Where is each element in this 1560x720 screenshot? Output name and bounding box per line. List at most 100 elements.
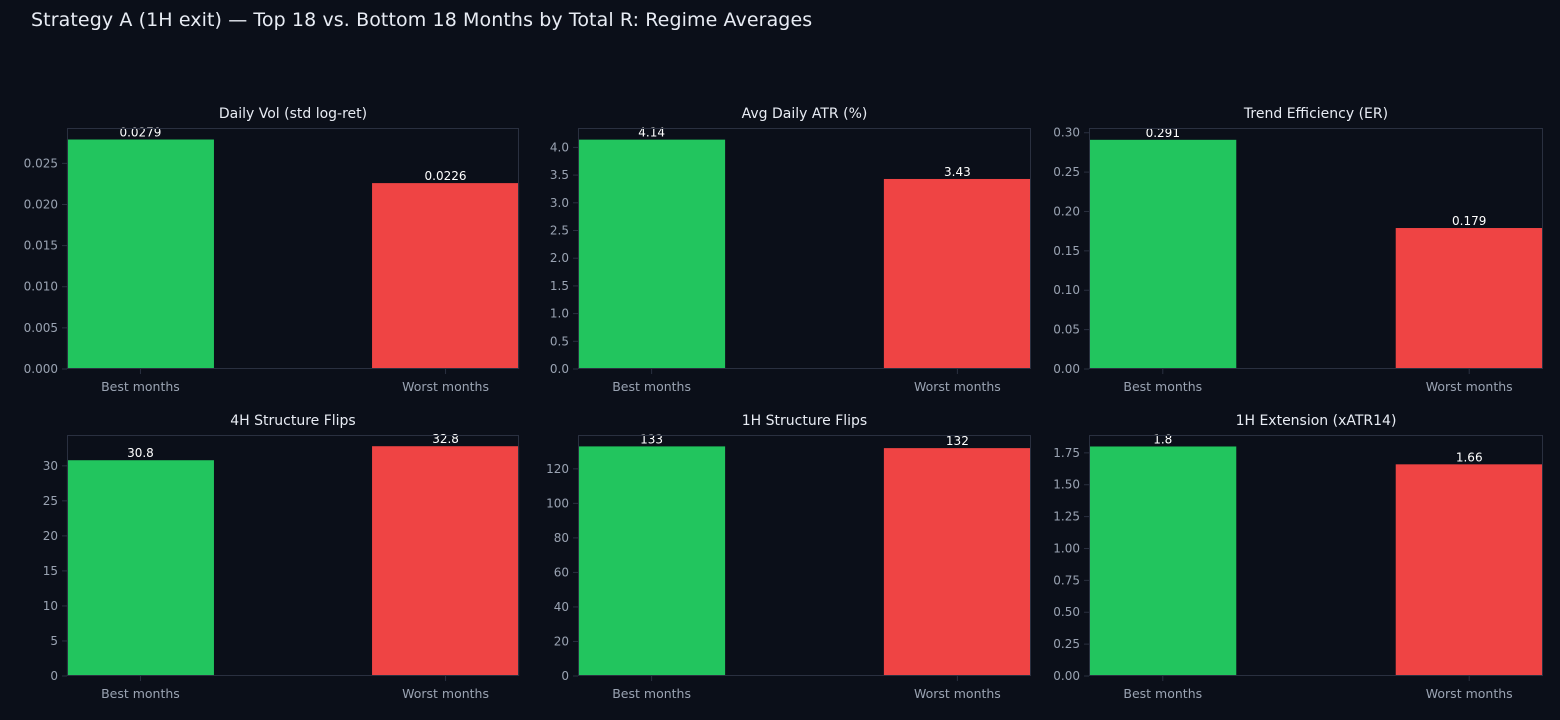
chart-2-ytick-label: 0.0	[550, 362, 569, 376]
chart-5-ytick-label: 80	[554, 531, 569, 545]
chart-5-bar-worst-months	[883, 448, 1031, 676]
chart-4-ytick-label: 20	[43, 529, 58, 543]
chart-5-ytick-label: 120	[546, 462, 569, 476]
chart-6-ytick-label: 0.25	[1053, 637, 1080, 651]
chart-2-ytick-label: 2.5	[550, 223, 569, 237]
chart-2-ytick-label: 3.0	[550, 196, 569, 210]
chart-1-daily-vol-std-log-ret: Daily Vol (std log-ret) 0.000 0.005 0.010 0.…	[24, 106, 520, 394]
chart-5-value-label: 133	[640, 432, 663, 446]
chart-2-ytick-label: 1.5	[550, 279, 569, 293]
chart-3-category-label: Worst months	[1426, 379, 1513, 394]
chart-5-ytick-label: 100	[546, 496, 569, 510]
chart-6-category-label: Worst months	[1426, 686, 1513, 701]
chart-2-title: Avg Daily ATR (%)	[742, 106, 868, 122]
chart-2-ytick-label: 3.5	[550, 168, 569, 182]
chart-6-ytick-label: 1.00	[1053, 541, 1080, 555]
chart-3-bar-best-months	[1089, 139, 1237, 369]
chart-4-value-label: 32.8	[432, 432, 459, 446]
chart-2-ytick-label: 1.0	[550, 307, 569, 321]
chart-5-ytick-label: 0	[561, 669, 569, 683]
chart-5-bar-best-months	[578, 446, 726, 676]
chart-3-bar-worst-months	[1395, 228, 1543, 369]
chart-3-title: Trend Efficiency (ER)	[1243, 106, 1388, 122]
chart-6-1h-extension-xatr14: 1H Extension (xATR14) 0.00 0.25 0.50 0.75 1.0…	[1053, 413, 1543, 701]
chart-3-ytick-label: 0.25	[1053, 165, 1080, 179]
chart-6-category-label: Best months	[1123, 686, 1202, 701]
chart-1-bar-best-months	[66, 139, 214, 369]
chart-6-value-label: 1.8	[1153, 432, 1172, 446]
chart-6-bar-best-months	[1089, 446, 1237, 676]
chart-1-category-label: Best months	[101, 379, 180, 394]
chart-4-category-label: Best months	[101, 686, 180, 701]
chart-3-value-label: 0.179	[1452, 214, 1486, 228]
chart-5-ytick-label: 40	[554, 600, 569, 614]
chart-3-trend-efficiency-er: Trend Efficiency (ER) 0.00 0.05 0.10 0.15 0.2…	[1053, 106, 1543, 394]
chart-1-frame	[67, 128, 519, 369]
chart-4-ytick-label: 15	[43, 564, 58, 578]
chart-6-ytick-label: 1.75	[1053, 446, 1080, 460]
chart-2-ytick-label: 4.0	[550, 140, 569, 154]
chart-6-value-label: 1.66	[1456, 450, 1483, 464]
chart-1-ytick-label: 0.020	[24, 197, 58, 211]
chart-2-avg-daily-atr: Avg Daily ATR (%) 0.0 0.5 1.0 1.5 2.0 2.5 3.0 3.…	[550, 106, 1031, 394]
chart-6-ytick-label: 1.25	[1053, 510, 1080, 524]
chart-1-value-label: 0.0279	[119, 126, 161, 140]
chart-1-title: Daily Vol (std log-ret)	[219, 106, 367, 122]
chart-2-ytick-label: 2.0	[550, 251, 569, 265]
chart-1-category-label: Worst months	[402, 379, 489, 394]
chart-4-ytick-label: 5	[50, 634, 58, 648]
chart-4-bar-best-months	[66, 460, 214, 676]
chart-1-bar-worst-months	[372, 183, 520, 369]
chart-2-ytick-label: 0.5	[550, 334, 569, 348]
chart-1-ytick-label: 0.010	[24, 280, 58, 294]
figure-title: Strategy A (1H exit) — Top 18 vs. Bottom…	[31, 9, 813, 31]
chart-6-frame	[1089, 435, 1543, 676]
chart-3-frame	[1089, 128, 1543, 369]
chart-6-ytick-label: 0.00	[1053, 669, 1080, 683]
chart-4-frame	[67, 435, 519, 676]
chart-5-1h-structure-flips: 1H Structure Flips 0 20 40 60 80 100 120 133 Best…	[546, 413, 1031, 701]
chart-3-ytick-label: 0.00	[1053, 362, 1080, 376]
chart-3-value-label: 0.291	[1146, 126, 1180, 140]
chart-4-title: 4H Structure Flips	[230, 413, 355, 429]
chart-3-ytick-label: 0.05	[1053, 323, 1080, 337]
chart-4-ytick-label: 0	[50, 669, 58, 683]
chart-2-category-label: Best months	[612, 379, 691, 394]
chart-5-category-label: Best months	[612, 686, 691, 701]
chart-4-value-label: 30.8	[127, 446, 154, 460]
chart-5-category-label: Worst months	[914, 686, 1001, 701]
chart-6-ytick-label: 0.75	[1053, 573, 1080, 587]
chart-6-title: 1H Extension (xATR14)	[1236, 413, 1397, 429]
chart-4-ytick-label: 10	[43, 599, 58, 613]
chart-4-category-label: Worst months	[402, 686, 489, 701]
chart-2-bar-worst-months	[883, 178, 1031, 369]
chart-3-ytick-label: 0.10	[1053, 283, 1080, 297]
chart-5-ytick-label: 60	[554, 565, 569, 579]
chart-2-category-label: Worst months	[914, 379, 1001, 394]
chart-5-ytick-label: 20	[554, 634, 569, 648]
chart-4-ytick-label: 25	[43, 494, 58, 508]
chart-6-bar-worst-months	[1395, 464, 1543, 676]
chart-6-ytick-label: 0.50	[1053, 605, 1080, 619]
chart-4-bar-worst-months	[372, 446, 520, 676]
chart-1-ytick-label: 0.025	[24, 156, 58, 170]
chart-2-bar-best-months	[578, 139, 726, 369]
chart-1-ytick-label: 0.000	[24, 362, 58, 376]
chart-6-ytick-label: 1.50	[1053, 478, 1080, 492]
chart-2-frame	[578, 128, 1031, 369]
chart-2-value-label: 4.14	[638, 126, 665, 140]
chart-3-category-label: Best months	[1123, 379, 1202, 394]
chart-1-value-label: 0.0226	[425, 169, 467, 183]
chart-3-ytick-label: 0.20	[1053, 204, 1080, 218]
chart-5-value-label: 132	[946, 434, 969, 448]
chart-3-ytick-label: 0.15	[1053, 244, 1080, 258]
chart-4-4h-structure-flips: 4H Structure Flips 0 5 10 15 20 25 30 30.8 Best m…	[43, 413, 520, 701]
chart-3-ytick-label: 0.30	[1053, 126, 1080, 140]
chart-1-ytick-label: 0.005	[24, 321, 58, 335]
chart-5-frame	[578, 435, 1031, 676]
chart-2-value-label: 3.43	[944, 165, 971, 179]
chart-4-ytick-label: 30	[43, 459, 58, 473]
chart-1-ytick-label: 0.015	[24, 239, 58, 253]
chart-5-title: 1H Structure Flips	[742, 413, 867, 429]
